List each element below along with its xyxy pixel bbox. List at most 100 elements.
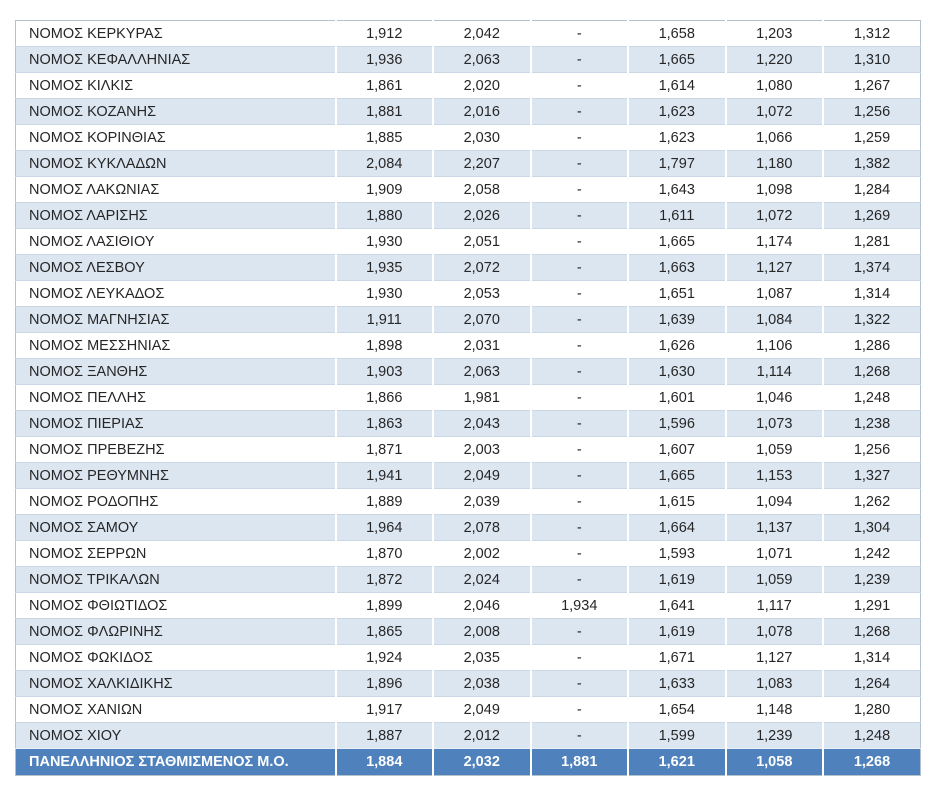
value-cell: 1,239 bbox=[725, 722, 824, 749]
value-cell: - bbox=[530, 46, 629, 73]
value-cell: 1,239 bbox=[853, 571, 891, 588]
value-cell: 1,310 bbox=[853, 51, 891, 68]
value-cell: - bbox=[530, 644, 629, 671]
table-row: ΝΟΜΟΣ ΚΕΡΚΥΡΑΣ 1,912 2,042-1,658 1,203 1,312 bbox=[15, 20, 921, 47]
value-cell: 2,063 bbox=[433, 358, 532, 385]
value-cell: 2,026 bbox=[433, 202, 532, 229]
value-cell: 1,872 bbox=[335, 566, 434, 593]
value-cell: - bbox=[530, 202, 629, 229]
value-cell: 1,866 bbox=[335, 384, 434, 411]
value-cell: 1,880 bbox=[335, 202, 434, 229]
table-row: ΝΟΜΟΣ ΦΘΙΩΤΙΔΟΣ 1,899 2,046 1,934 1,641 1,117… bbox=[15, 592, 921, 619]
value-cell: 1,083 bbox=[725, 670, 824, 697]
value-cell: 1,238 bbox=[853, 415, 891, 432]
table-row: ΝΟΜΟΣ ΞΑΝΘΗΣ 1,903 2,063-1,630 1,114 1,268 bbox=[15, 358, 921, 385]
value-cell: 1,881 bbox=[335, 98, 434, 125]
value-cell: 2,053 bbox=[433, 280, 532, 307]
table-row: ΝΟΜΟΣ ΠΡΕΒΕΖΗΣ 1,871 2,003-1,607 1,059 1,256 bbox=[15, 436, 921, 463]
value-cell: 1,314 bbox=[853, 285, 891, 302]
value-cell: 1,127 bbox=[725, 254, 824, 281]
prefecture-name: ΝΟΜΟΣ ΠΕΛΛΗΣ bbox=[15, 384, 337, 411]
value-cell: 1,911 bbox=[335, 306, 434, 333]
value-cell: 1,593 bbox=[628, 540, 727, 567]
prefecture-name: ΝΟΜΟΣ ΞΑΝΘΗΣ bbox=[15, 358, 337, 385]
value-cell: 1,284 bbox=[853, 181, 891, 198]
value-cell: 2,031 bbox=[433, 332, 532, 359]
value-cell: - bbox=[530, 176, 629, 203]
value-cell: - bbox=[530, 254, 629, 281]
prefecture-name: ΝΟΜΟΣ ΚΥΚΛΑΔΩΝ bbox=[15, 150, 337, 177]
value-cell: - bbox=[530, 124, 629, 151]
value-cell: 1,917 bbox=[335, 696, 434, 723]
value-cell: 2,030 bbox=[433, 124, 532, 151]
value-cell: 1,180 bbox=[725, 150, 824, 177]
value-cell: 1,174 bbox=[725, 228, 824, 255]
value-cell: - bbox=[530, 410, 629, 437]
table-row: ΝΟΜΟΣ ΦΛΩΡΙΝΗΣ 1,865 2,008-1,619 1,078 1,268 bbox=[15, 618, 921, 645]
footer-value-cell: 1,884 bbox=[335, 748, 434, 776]
value-cell: 1,936 bbox=[335, 46, 434, 73]
footer-value-cell: 1,268 bbox=[853, 754, 891, 770]
footer-row: ΠΑΝΕΛΛΗΝΙΟΣ ΣΤΑΘΜΙΣΜΕΝΟΣ Μ.Ο. 1,884 2,03… bbox=[15, 748, 921, 776]
value-cell: 1,291 bbox=[853, 597, 891, 614]
value-cell: 1,630 bbox=[628, 358, 727, 385]
value-cell: 2,058 bbox=[433, 176, 532, 203]
value-cell: 2,012 bbox=[433, 722, 532, 749]
table-row: ΝΟΜΟΣ ΚΟΡΙΝΘΙΑΣ 1,885 2,030-1,623 1,066 1,25… bbox=[15, 124, 921, 151]
value-cell: 1,267 bbox=[853, 77, 891, 94]
value-cell: 1,248 bbox=[853, 727, 891, 744]
value-cell: - bbox=[530, 436, 629, 463]
value-cell: 2,024 bbox=[433, 566, 532, 593]
prefecture-name: ΝΟΜΟΣ ΧΙΟΥ bbox=[15, 722, 337, 749]
value-cell: 1,059 bbox=[725, 566, 824, 593]
value-cell: 1,269 bbox=[853, 207, 891, 224]
prefecture-name: ΝΟΜΟΣ ΚΕΡΚΥΡΑΣ bbox=[15, 20, 337, 47]
table-row: ΝΟΜΟΣ ΣΑΜΟΥ 1,964 2,078-1,664 1,137 1,304 bbox=[15, 514, 921, 541]
prefecture-name: ΝΟΜΟΣ ΡΟΔΟΠΗΣ bbox=[15, 488, 337, 515]
value-cell: - bbox=[530, 72, 629, 99]
table-row: ΝΟΜΟΣ ΛΑΡΙΣΗΣ 1,880 2,026-1,611 1,072 1,269 bbox=[15, 202, 921, 229]
value-cell: 1,599 bbox=[628, 722, 727, 749]
value-cell: 1,658 bbox=[628, 20, 727, 47]
value-cell: 1,614 bbox=[628, 72, 727, 99]
value-cell: 1,312 bbox=[853, 25, 891, 42]
value-cell: - bbox=[530, 488, 629, 515]
value-cell: 1,909 bbox=[335, 176, 434, 203]
value-cell: 1,633 bbox=[628, 670, 727, 697]
prefecture-name: ΝΟΜΟΣ ΦΘΙΩΤΙΔΟΣ bbox=[15, 592, 337, 619]
value-cell: 2,002 bbox=[433, 540, 532, 567]
footer-value-cell: 1,881 bbox=[530, 748, 629, 776]
footer-value-cell: 1,621 bbox=[628, 748, 727, 776]
table-row: ΝΟΜΟΣ ΤΡΙΚΑΛΩΝ 1,872 2,024-1,619 1,059 1,239 bbox=[15, 566, 921, 593]
value-cell: 1,264 bbox=[853, 675, 891, 692]
value-cell: 1,072 bbox=[725, 202, 824, 229]
value-cell: 1,896 bbox=[335, 670, 434, 697]
prefecture-name: ΝΟΜΟΣ ΜΕΣΣΗΝΙΑΣ bbox=[15, 332, 337, 359]
value-cell: - bbox=[530, 540, 629, 567]
value-cell: 2,051 bbox=[433, 228, 532, 255]
table-row: ΝΟΜΟΣ ΠΙΕΡΙΑΣ 1,863 2,043-1,596 1,073 1,238 bbox=[15, 410, 921, 437]
prefecture-values-table: ΝΟΜΟΣ ΚΕΡΚΥΡΑΣ 1,912 2,042-1,658 1,203 1,312… bbox=[15, 20, 921, 776]
value-cell: 1,220 bbox=[725, 46, 824, 73]
value-cell: 2,035 bbox=[433, 644, 532, 671]
value-cell: 1,870 bbox=[335, 540, 434, 567]
value-cell: 1,084 bbox=[725, 306, 824, 333]
value-cell: 1,665 bbox=[628, 462, 727, 489]
value-cell: - bbox=[530, 306, 629, 333]
value-cell: 1,127 bbox=[725, 644, 824, 671]
value-cell: 1,885 bbox=[335, 124, 434, 151]
value-cell: 1,651 bbox=[628, 280, 727, 307]
value-cell: 1,046 bbox=[725, 384, 824, 411]
value-cell: 1,106 bbox=[725, 332, 824, 359]
value-cell: 1,314 bbox=[853, 649, 891, 666]
value-cell: - bbox=[530, 670, 629, 697]
value-cell: 1,203 bbox=[725, 20, 824, 47]
value-cell: 1,665 bbox=[628, 228, 727, 255]
value-cell: 1,073 bbox=[725, 410, 824, 437]
value-cell: 1,242 bbox=[853, 545, 891, 562]
value-cell: - bbox=[530, 566, 629, 593]
value-cell: - bbox=[530, 514, 629, 541]
value-cell: 1,611 bbox=[628, 202, 727, 229]
value-cell: 2,016 bbox=[433, 98, 532, 125]
value-cell: 2,072 bbox=[433, 254, 532, 281]
